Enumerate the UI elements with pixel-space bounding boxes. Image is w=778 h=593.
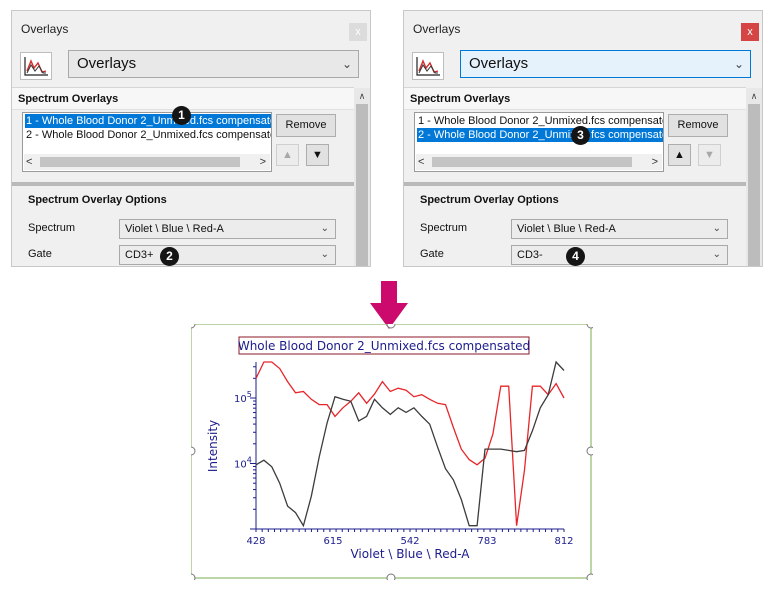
gate-dropdown[interactable]: CD3- ⌄ (511, 245, 728, 265)
scroll-right-icon[interactable]: > (651, 156, 658, 168)
dropdown-value: CD3+ (125, 249, 154, 261)
overlay-list-item[interactable]: 1 - Whole Blood Donor 2_Unmixed.fcs comp… (418, 115, 664, 127)
spectrum-series-line (255, 361, 565, 526)
resize-handle[interactable] (186, 319, 196, 329)
overlays-window-2: Overlays x Overlays ⌄ Spectrum Overlays … (403, 10, 763, 267)
resize-handle[interactable] (386, 319, 396, 329)
horizontal-scrollbar[interactable]: < > (24, 154, 270, 170)
spectrum-chart-icon (412, 52, 444, 80)
spectrum-label: Spectrum (420, 222, 468, 234)
overlay-list-item[interactable]: 1 - Whole Blood Donor 2_Unmixed.fcs comp… (25, 114, 271, 128)
resize-handle[interactable] (586, 446, 596, 456)
dropdown-value: Overlays (77, 55, 137, 72)
x-tick-label: 615 (323, 536, 342, 547)
callout-marker: 3 (571, 126, 590, 145)
resize-handle[interactable] (186, 573, 196, 583)
resize-handle[interactable] (386, 573, 396, 583)
close-button[interactable]: x (741, 23, 759, 41)
overlay-list-item[interactable]: 2 - Whole Blood Donor 2_Unmixed.fcs comp… (26, 129, 272, 141)
chevron-down-icon: ⌄ (733, 57, 744, 71)
chevron-down-icon: ⌄ (320, 223, 329, 234)
scroll-right-icon[interactable]: > (259, 156, 266, 168)
window-title: Overlays (413, 22, 461, 36)
scroll-left-icon[interactable]: < (26, 156, 33, 168)
move-down-button[interactable]: ▼ (698, 144, 721, 166)
title-bar: Overlays x (404, 11, 762, 47)
move-up-button[interactable]: ▲ (276, 144, 299, 166)
section-header-overlay-options: Spectrum Overlay Options (22, 190, 354, 210)
spectrum-series-line (255, 360, 565, 528)
y-axis-label: Intensity (206, 420, 220, 472)
gate-label: Gate (420, 248, 444, 260)
spectrum-plot-container[interactable]: Whole Blood Donor 2_Unmixed.fcs compensa… (186, 319, 596, 585)
spectrum-dropdown[interactable]: Violet \ Blue \ Red-A ⌄ (511, 219, 728, 239)
spectrum-plot[interactable]: Whole Blood Donor 2_Unmixed.fcs compensa… (186, 319, 596, 583)
dropdown-value: Overlays (469, 55, 529, 72)
y-tick-label: 105 (234, 390, 252, 405)
spectrum-label: Spectrum (28, 222, 76, 234)
scroll-left-icon[interactable]: < (418, 156, 425, 168)
resize-handle[interactable] (586, 319, 596, 329)
down-arrow-icon (370, 281, 408, 329)
scroll-thumb[interactable] (356, 104, 368, 266)
y-tick-label: 104 (234, 456, 252, 471)
move-up-button[interactable]: ▲ (668, 144, 691, 166)
plot-title-box (238, 336, 530, 355)
scroll-thumb[interactable] (40, 157, 240, 167)
divider (404, 182, 746, 186)
section-header-overlay-options: Spectrum Overlay Options (414, 190, 746, 210)
overlays-type-dropdown[interactable]: Overlays ⌄ (460, 50, 751, 78)
overlays-window-1: Overlays x Overlays ⌄ Spectrum Overlays … (11, 10, 371, 267)
x-axis-label: Violet \ Blue \ Red-A (350, 547, 470, 561)
dropdown-value: Violet \ Blue \ Red-A (125, 223, 224, 235)
scroll-up-icon[interactable]: ∧ (750, 91, 758, 101)
overlays-type-dropdown[interactable]: Overlays ⌄ (68, 50, 359, 78)
x-tick-label: 783 (477, 536, 496, 547)
overlay-list-item[interactable]: 2 - Whole Blood Donor 2_Unmixed.fcs comp… (417, 128, 663, 142)
chevron-down-icon: ⌄ (341, 57, 352, 71)
chevron-down-icon: ⌄ (712, 249, 721, 260)
spectrum-chart-icon (20, 52, 52, 80)
move-down-button[interactable]: ▼ (306, 144, 329, 166)
gate-dropdown[interactable]: CD3+ ⌄ (119, 245, 336, 265)
overlay-list[interactable]: 1 - Whole Blood Donor 2_Unmixed.fcs comp… (414, 112, 664, 172)
dropdown-value: Violet \ Blue \ Red-A (517, 223, 616, 235)
resize-handle[interactable] (586, 573, 596, 583)
callout-marker: 4 (566, 247, 585, 266)
remove-button[interactable]: Remove (668, 114, 728, 137)
vertical-scrollbar[interactable]: ∧ (746, 88, 762, 266)
section-header-spectrum-overlays: Spectrum Overlays (404, 87, 746, 110)
gate-label: Gate (28, 248, 52, 260)
window-title: Overlays (21, 22, 69, 36)
resize-handle[interactable] (186, 446, 196, 456)
x-tick-label: 428 (246, 536, 265, 547)
chevron-down-icon: ⌄ (320, 249, 329, 260)
remove-button[interactable]: Remove (276, 114, 336, 137)
horizontal-scrollbar[interactable]: < > (416, 154, 662, 170)
divider (12, 182, 354, 186)
callout-marker: 1 (172, 106, 191, 125)
plot-title: Whole Blood Donor 2_Unmixed.fcs compensa… (238, 339, 530, 353)
chevron-down-icon: ⌄ (712, 223, 721, 234)
overlay-list[interactable]: 1 - Whole Blood Donor 2_Unmixed.fcs comp… (22, 112, 272, 172)
scroll-thumb[interactable] (748, 104, 760, 266)
x-tick-label: 542 (400, 536, 419, 547)
callout-marker: 2 (160, 247, 179, 266)
spectrum-dropdown[interactable]: Violet \ Blue \ Red-A ⌄ (119, 219, 336, 239)
x-tick-label: 812 (554, 536, 573, 547)
scroll-thumb[interactable] (432, 157, 632, 167)
close-button[interactable]: x (349, 23, 367, 41)
dropdown-value: CD3- (517, 249, 543, 261)
scroll-up-icon[interactable]: ∧ (358, 91, 366, 101)
vertical-scrollbar[interactable]: ∧ (354, 88, 370, 266)
title-bar: Overlays x (12, 11, 370, 47)
